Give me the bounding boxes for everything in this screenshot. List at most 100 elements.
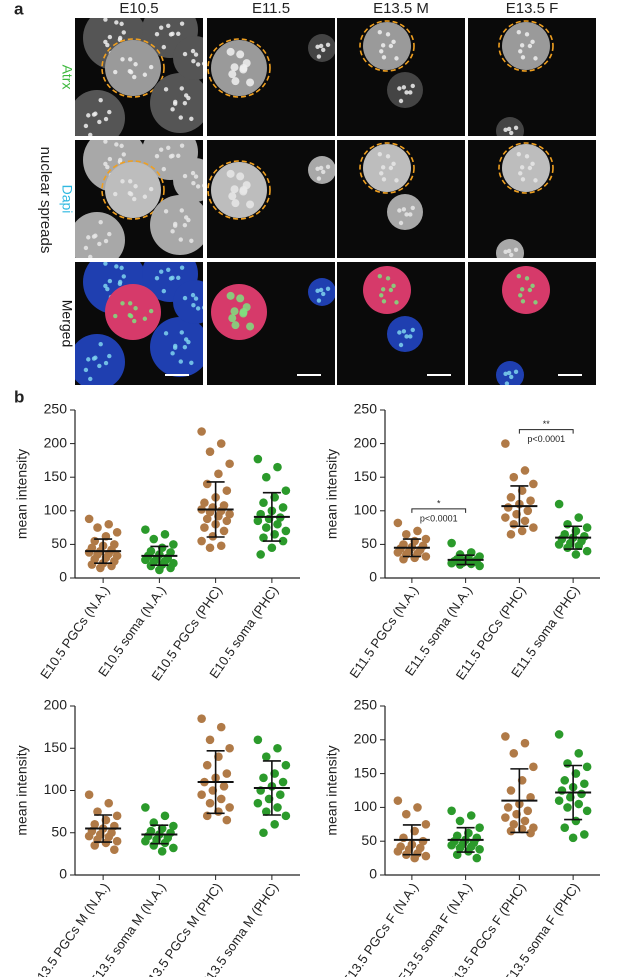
micrograph — [207, 140, 335, 258]
data-point — [529, 523, 538, 532]
foci — [195, 62, 201, 67]
nucleus — [150, 317, 203, 377]
foci — [121, 274, 126, 279]
data-point — [523, 506, 533, 516]
y-axis-label: mean intensity — [14, 745, 30, 835]
data-point — [149, 534, 159, 544]
data-point — [267, 543, 277, 553]
data-point — [205, 543, 215, 553]
foci — [191, 302, 196, 308]
outline — [101, 38, 165, 98]
data-point — [169, 540, 178, 549]
data-point — [216, 439, 226, 448]
data-point — [90, 820, 100, 829]
foci — [191, 180, 196, 186]
data-point — [421, 820, 431, 829]
data-point — [270, 820, 279, 829]
outline — [498, 20, 554, 72]
data-point — [225, 803, 234, 812]
foci — [230, 63, 239, 72]
foci — [316, 298, 322, 303]
foci — [226, 47, 235, 56]
foci — [103, 161, 108, 167]
foci — [86, 235, 91, 240]
data-point — [582, 523, 592, 532]
data-point — [112, 811, 122, 821]
foci — [120, 57, 125, 62]
foci — [133, 306, 138, 311]
nucleus — [211, 284, 267, 340]
foci — [190, 292, 196, 298]
foci — [98, 341, 103, 347]
foci — [186, 95, 191, 101]
foci — [132, 318, 137, 324]
foci — [226, 169, 235, 178]
foci — [401, 207, 407, 212]
nucleus — [75, 212, 125, 258]
data-point — [278, 503, 288, 512]
foci — [398, 98, 404, 104]
data-point — [149, 841, 159, 850]
foci — [178, 237, 183, 242]
data-point — [517, 526, 527, 536]
y-tick-label: 0 — [369, 866, 377, 882]
significance-stars: * — [437, 498, 441, 508]
data-point — [393, 847, 403, 856]
data-point — [259, 533, 268, 542]
foci — [93, 111, 98, 116]
foci — [186, 217, 191, 223]
data-point — [160, 811, 170, 821]
nucleus — [211, 40, 267, 96]
y-tick-label: 50 — [361, 535, 377, 551]
foci — [385, 154, 391, 159]
foci — [103, 39, 108, 45]
foci — [186, 339, 191, 345]
foci — [201, 305, 203, 310]
foci — [230, 185, 239, 194]
foci — [97, 363, 102, 369]
foci — [239, 65, 248, 74]
foci — [163, 209, 169, 214]
column-label: E13.5 M — [373, 0, 429, 17]
data-point — [256, 550, 265, 559]
foci — [182, 173, 188, 179]
data-point — [219, 781, 229, 791]
foci — [128, 57, 133, 62]
foci — [154, 153, 160, 159]
data-point — [281, 811, 291, 821]
foci — [516, 29, 522, 35]
foci — [182, 295, 188, 301]
data-point — [447, 840, 456, 850]
data-point — [273, 743, 282, 753]
foci — [379, 171, 384, 176]
foci — [88, 254, 93, 258]
foci — [114, 264, 119, 269]
y-tick-label: 0 — [369, 569, 377, 585]
data-point — [509, 820, 519, 829]
data-point — [222, 815, 232, 825]
foci — [133, 62, 138, 67]
foci — [103, 116, 109, 122]
data-point — [472, 853, 482, 863]
foci — [527, 43, 533, 49]
foci — [394, 178, 399, 183]
foci — [176, 31, 181, 37]
foci — [533, 56, 538, 61]
data-point — [222, 516, 232, 526]
foci — [107, 278, 113, 284]
foci — [93, 233, 98, 238]
data-point — [503, 503, 513, 512]
data-point — [259, 828, 268, 838]
foci — [83, 367, 89, 373]
data-point — [197, 714, 206, 723]
data-point — [501, 732, 510, 741]
foci — [246, 78, 255, 87]
micrograph — [75, 18, 203, 136]
foci — [113, 313, 118, 319]
foci — [410, 327, 415, 333]
data-point — [253, 516, 263, 526]
nucleus — [105, 284, 161, 340]
data-point — [526, 828, 535, 838]
data-point — [216, 794, 226, 804]
data-point — [278, 536, 288, 546]
